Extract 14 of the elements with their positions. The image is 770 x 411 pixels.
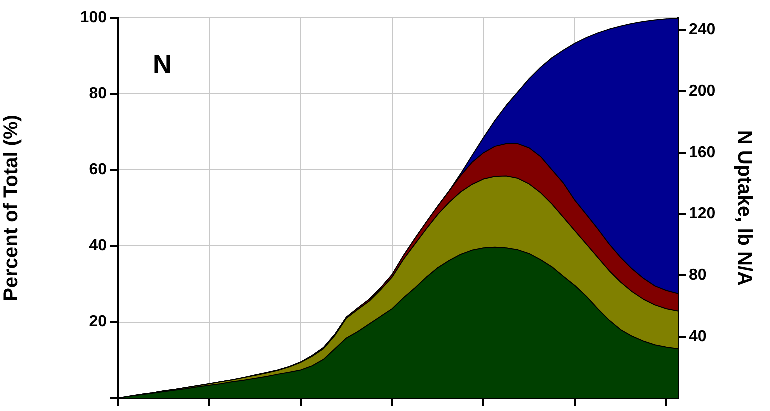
- y-tick-label: 60: [89, 162, 108, 179]
- y-tick-label: 20: [89, 314, 108, 331]
- y-axis-title: Percent of Total (%): [0, 115, 23, 302]
- annotation: N: [153, 49, 172, 80]
- y2-tick-label: 160: [689, 144, 716, 162]
- y2-axis-title: N Uptake, lb N/A: [733, 130, 756, 286]
- y2-tick-label: 120: [689, 206, 716, 223]
- y2-tick-label: 240: [689, 22, 716, 39]
- y-tick-label: 100: [80, 9, 108, 26]
- y2-tick-label: 200: [689, 83, 716, 100]
- y-tick-label: 40: [89, 238, 108, 255]
- y2-tick-label: 40: [689, 328, 707, 346]
- y2-tick-label: 80: [689, 267, 707, 284]
- y-tick-label: 80: [89, 85, 108, 102]
